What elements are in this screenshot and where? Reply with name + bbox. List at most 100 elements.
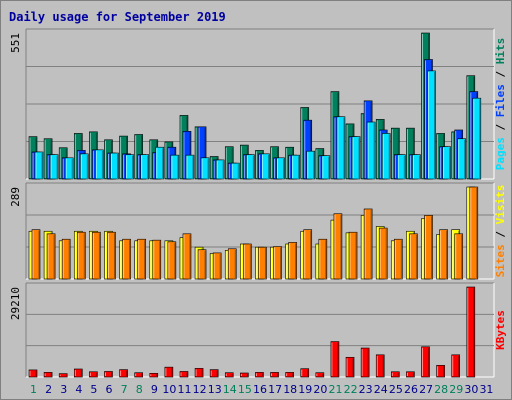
legend-files: Files [494,84,507,117]
bar-body [469,186,479,280]
bar-pages-day-11 [185,154,195,180]
x-tick-label: 18 [283,383,297,396]
bar-body [360,347,370,378]
bar-pages-day-10 [170,154,180,180]
bar-body [273,246,282,280]
bar-kbytes-day-24 [375,354,385,378]
bar-kbytes-day-5 [89,371,98,378]
x-tick-label: 19 [298,383,312,396]
bar-body [140,154,149,180]
bar-pages-day-27 [427,70,436,180]
bar-sites-day-19 [303,229,313,280]
bar-kbytes-day-1 [28,369,38,378]
bar-kbytes-day-28 [436,364,445,378]
x-tick-label: 17 [268,383,282,396]
x-tick-label: 22 [344,383,358,396]
bar-body [58,373,68,378]
bar-body [194,368,204,378]
bar-pages-day-23 [366,121,376,180]
bar-kbytes-day-7 [119,369,128,378]
x-tick-label: 4 [75,383,82,396]
bar-body [375,354,385,378]
bar-body [73,368,83,378]
bar-body [167,241,177,280]
bar-kbytes-day-21 [330,341,340,378]
bar-body [409,233,418,280]
bar-pages-day-6 [110,152,119,180]
bar-body [79,153,89,180]
legend-pages: Pages [494,137,507,170]
bar-body [336,116,346,180]
x-tick-label: 14 [223,383,237,396]
bar-body [43,372,53,378]
bar-body [303,229,313,280]
bar-body [270,372,279,378]
bar-kbytes-day-14 [224,372,234,378]
bar-sites-day-24 [378,227,388,280]
bar-kbytes-day-20 [315,372,325,378]
bar-sites-day-27 [424,215,433,280]
bar-body [89,371,98,378]
bar-body [391,371,400,378]
bar-body [436,364,445,378]
bar-kbytes-day-17 [270,372,279,378]
bar-kbytes-day-30 [466,286,476,378]
bar-body [333,213,343,280]
bar-sites-day-5 [92,231,101,280]
bar-kbytes-day-26 [406,371,415,378]
bar-body [321,155,331,180]
bar-pages-day-12 [200,157,210,180]
bar-kbytes-day-25 [391,371,400,378]
bar-body [442,146,451,180]
x-tick-label: 30 [464,383,478,396]
panel-1: 551 Pages / Files / Hits [9,28,507,180]
bar-body [61,238,71,280]
bar-sites-day-10 [167,241,177,280]
bar-body [318,238,328,280]
bar-kbytes-day-4 [73,368,83,378]
bar-kbytes-day-10 [164,366,174,378]
bar-kbytes-day-11 [179,371,189,378]
bar-body [155,146,165,180]
bar-sites-day-4 [76,231,86,280]
bar-kbytes-day-18 [285,372,294,378]
bar-body [394,238,403,280]
bar-pages-day-2 [49,154,59,180]
x-tick-label: 15 [238,383,252,396]
bar-body [466,286,476,378]
bar-body [381,133,391,180]
bar-body [424,215,433,280]
bar-sites-day-26 [409,233,418,280]
x-tick-label: 20 [313,383,327,396]
bar-body [366,121,376,180]
x-tick-label: 26 [404,383,418,396]
bar-kbytes-day-8 [134,372,143,378]
side-legend: Sites / Visits [494,185,507,278]
x-tick-label: 2 [45,383,52,396]
bar-kbytes-day-3 [58,373,68,378]
bar-pages-day-17 [276,157,285,180]
bar-body [276,157,285,180]
bar-pages-day-18 [291,154,300,180]
legend-separator: / [494,117,507,137]
bar-body [76,231,86,280]
x-tick-label: 13 [208,383,222,396]
side-legend: KBytes [494,310,507,350]
bar-body [28,369,38,378]
bar-body [104,371,113,378]
bar-body [137,238,146,280]
legend-separator: / [494,64,507,84]
bar-body [164,366,174,378]
legend-separator: / [494,224,507,244]
bar-body [182,233,192,280]
x-tick-label: 11 [178,383,192,396]
bar-body [246,154,255,180]
bar-body [261,153,270,180]
bar-body [472,97,482,180]
bar-body [378,227,388,280]
x-axis-labels: 1 2 3 4 5 6 7 8 9 10 11 12 13 14 15 16 17 18 19 20 21 22 23 24 2… [30,383,493,396]
bar-body [227,248,237,280]
bar-kbytes-day-2 [43,372,53,378]
